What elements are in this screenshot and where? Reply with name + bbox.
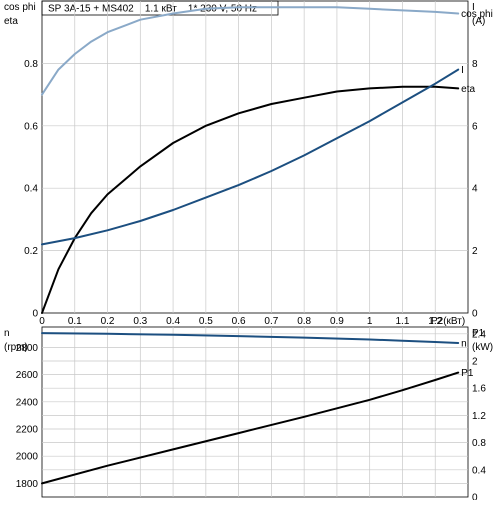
plot-frame-2 [41, 326, 469, 498]
x-tick-label: 1.1 [396, 316, 410, 327]
x-tick-label: 0.8 [297, 316, 311, 327]
x-axis-label: P2(кВт) [431, 316, 465, 327]
x-tick-label: 0.6 [232, 316, 246, 327]
y-tick-label-left: 2200 [16, 425, 39, 436]
y-tick-label-left: 2400 [16, 397, 39, 408]
y-tick-label-left: 0.6 [24, 121, 38, 132]
y-tick-label-right: 0 [472, 493, 478, 501]
y-tick-label-right: 2.4 [472, 329, 486, 340]
y-axis-label-right-2: (A) [472, 16, 485, 27]
series-line-i [41, 68, 460, 246]
series-label-n: n [461, 339, 467, 350]
y-tick-label-left: 2600 [16, 370, 39, 381]
y-tick-label-right: 0.8 [472, 438, 486, 449]
y-tick-label-right: 2 [472, 246, 478, 257]
x-tick-label: 0.9 [330, 316, 344, 327]
y-tick-label-right: 0.4 [472, 465, 486, 476]
series-line-n [41, 332, 460, 344]
y-tick-label-left: 2000 [16, 452, 39, 463]
x-tick-label: 0.7 [264, 316, 278, 327]
y-axis-label-left-2: (rpm) [4, 342, 28, 353]
y-axis-label-right-2: (kW) [472, 342, 493, 353]
series-label-eta: eta [461, 84, 475, 95]
x-tick-label: 1.2 [428, 316, 442, 327]
y-tick-label-right: 6 [472, 121, 478, 132]
y-tick-label-left: 0.8 [24, 59, 38, 70]
series-label-cos-phi: cos phi [461, 9, 493, 20]
x-tick-label: 0.2 [101, 316, 115, 327]
x-tick-label: 0 [39, 316, 45, 327]
y-axis-label-left: n [4, 328, 10, 339]
y-axis-label-left-2: eta [4, 16, 18, 27]
y-tick-label-right: 0 [472, 309, 478, 320]
y-tick-label-left: 2800 [16, 343, 39, 354]
y-tick-label-left: 0 [32, 309, 38, 320]
y-tick-label-right: 8 [472, 59, 478, 70]
y-tick-label-right: 1.6 [472, 384, 486, 395]
series-label-i: I [461, 65, 464, 76]
x-tick-label: 0.1 [68, 316, 82, 327]
x-tick-label: 1 [367, 316, 373, 327]
series-line-cos-phi [41, 6, 460, 96]
plot-frame-1 [41, 0, 469, 314]
y-tick-label-right: 1.2 [472, 411, 486, 422]
chart-title: SP 3A-15 + MS402 1.1 кВт 1* 230 V, 50 Hz [48, 4, 257, 15]
y-tick-label-right: 4 [472, 184, 478, 195]
y-axis-label-right: P1 [472, 328, 485, 339]
x-tick-label: 0.4 [166, 316, 180, 327]
series-label-p1: P1 [461, 368, 474, 379]
y-tick-label-left: 1800 [16, 479, 39, 490]
series-line-p1 [41, 371, 460, 485]
series-line-eta [41, 85, 460, 314]
y-tick-label-left: 0.4 [24, 184, 38, 195]
x-tick-label: 0.5 [199, 316, 213, 327]
y-tick-label-left: 0.2 [24, 246, 38, 257]
x-tick-label: 0.3 [133, 316, 147, 327]
y-axis-label-left: cos phi [4, 2, 36, 13]
y-axis-label-right: I [472, 2, 475, 13]
y-tick-label-right: 2 [472, 357, 478, 368]
